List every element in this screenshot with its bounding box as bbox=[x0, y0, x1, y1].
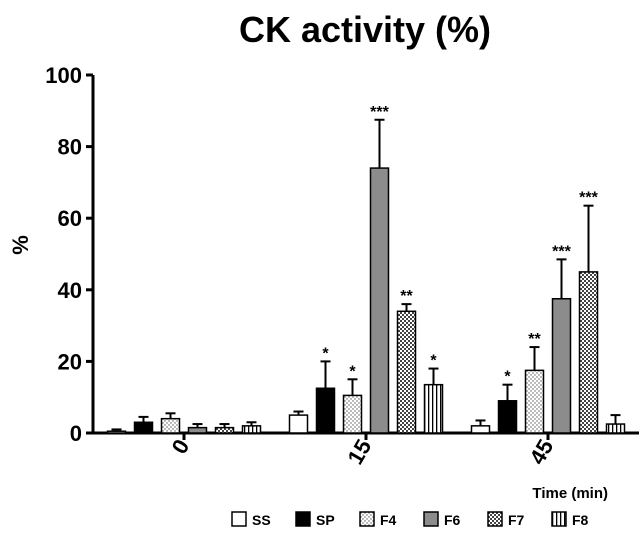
y-tick-label: 20 bbox=[58, 349, 82, 374]
bar bbox=[470, 425, 491, 434]
y-tick-label: 60 bbox=[58, 206, 82, 231]
bar bbox=[133, 421, 154, 434]
y-tick-label: 100 bbox=[45, 63, 82, 88]
significance-label: *** bbox=[370, 104, 389, 121]
legend-swatch bbox=[295, 511, 311, 527]
x-tick-label: 45 bbox=[524, 435, 558, 469]
legend-swatch bbox=[551, 511, 567, 527]
legend-label: SS bbox=[252, 512, 271, 528]
y-tick-label: 80 bbox=[58, 135, 82, 160]
legend-label: F8 bbox=[572, 512, 589, 528]
bar bbox=[315, 387, 336, 434]
bar bbox=[187, 426, 208, 434]
bar bbox=[288, 414, 309, 434]
y-tick-label: 40 bbox=[58, 278, 82, 303]
significance-label: ** bbox=[400, 288, 413, 305]
bar bbox=[160, 417, 181, 434]
bar bbox=[578, 271, 599, 434]
significance-label: * bbox=[504, 369, 511, 386]
bar bbox=[396, 310, 417, 434]
legend-label: F6 bbox=[444, 512, 461, 528]
x-axis-title: Time (min) bbox=[532, 485, 608, 502]
legend-swatch bbox=[359, 511, 375, 527]
bar bbox=[369, 167, 390, 434]
chart-title: CK activity (%) bbox=[239, 9, 491, 50]
legend-swatch bbox=[487, 511, 503, 527]
legend-label: F4 bbox=[380, 512, 397, 528]
significance-label: * bbox=[349, 363, 356, 380]
legend-swatch bbox=[423, 511, 439, 527]
y-axis-title: % bbox=[8, 235, 33, 255]
legend-swatch bbox=[231, 511, 247, 527]
x-tick-label: 15 bbox=[342, 435, 376, 469]
y-tick-label: 0 bbox=[70, 421, 82, 446]
legend-label: SP bbox=[316, 512, 335, 528]
bar bbox=[423, 383, 444, 434]
bar bbox=[106, 430, 127, 434]
significance-label: * bbox=[322, 345, 329, 362]
significance-label: ** bbox=[528, 331, 541, 348]
bar bbox=[497, 400, 518, 434]
bar bbox=[214, 426, 235, 434]
bar bbox=[524, 369, 545, 434]
significance-label: *** bbox=[552, 243, 571, 260]
bar bbox=[342, 394, 363, 434]
legend-label: F7 bbox=[508, 512, 525, 528]
bar bbox=[551, 298, 572, 434]
bar bbox=[241, 425, 262, 434]
significance-label: *** bbox=[579, 190, 598, 207]
significance-label: * bbox=[430, 353, 437, 370]
bar bbox=[605, 423, 626, 434]
x-tick-label: 0 bbox=[167, 435, 195, 458]
